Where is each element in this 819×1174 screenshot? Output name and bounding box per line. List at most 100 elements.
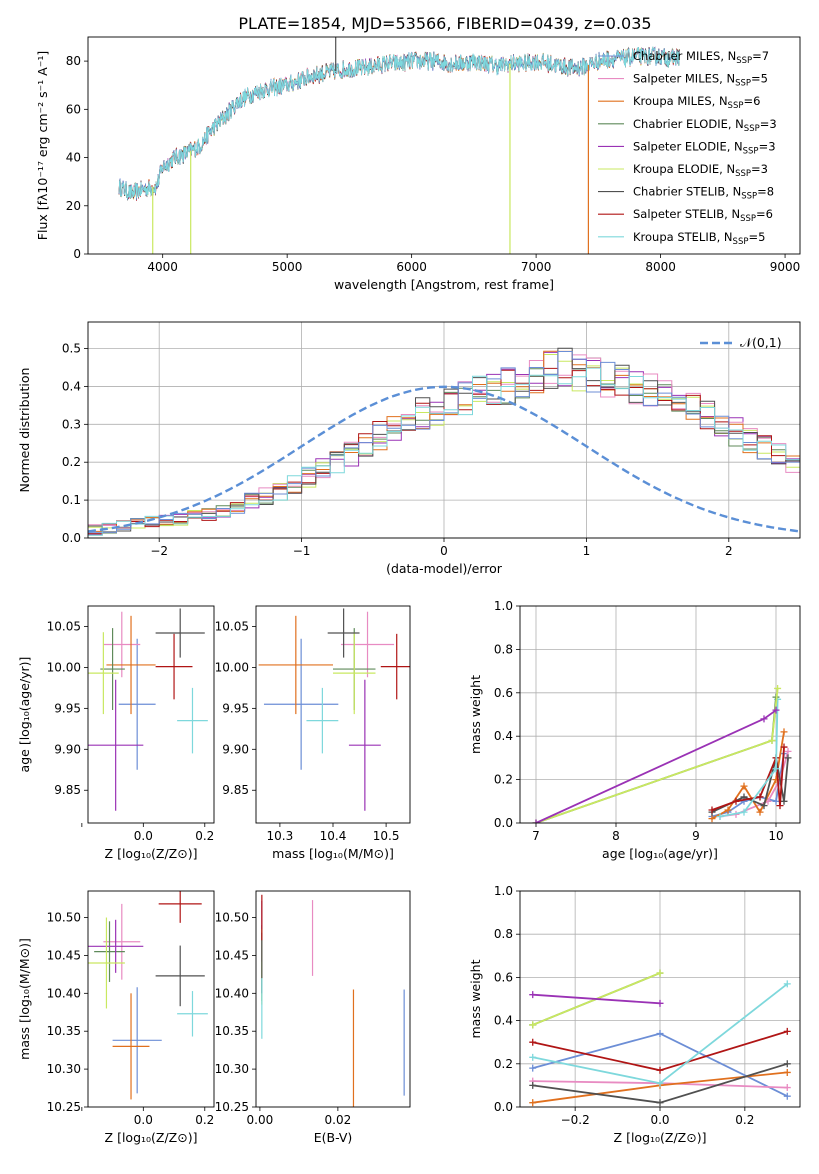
weight-marker — [784, 747, 792, 755]
weight-marker — [656, 1030, 664, 1038]
histogram-step — [88, 367, 800, 536]
panel-age-vs-Z: 0.0 0.2 9.85 9.90 9.95 10.00 10.05 Z [log₁₀(Z/Z… — [17, 605, 215, 861]
weight-marker — [772, 797, 780, 805]
y-tick-label: 0.1 — [62, 493, 81, 507]
x-tick-label: −0.2 — [561, 1113, 590, 1127]
x-tick-label: 10.3 — [267, 829, 294, 843]
x-axis-label: Z [log₁₀(Z/Z⊙)] — [614, 1130, 707, 1145]
y-tick-label: 40 — [66, 151, 81, 165]
weight-marker — [783, 1027, 791, 1035]
x-tick-label: 0 — [440, 544, 448, 558]
panel-spectrum: 4000 5000 6000 7000 8000 9000 0 20 40 60 80 wavelen… — [35, 36, 801, 292]
y-tick-label: 0.0 — [494, 816, 513, 830]
legend-label: Kroupa MILES, NSSP=6 — [633, 94, 760, 111]
x-tick-label: 0.2 — [735, 1113, 754, 1127]
panel-weight-vs-Z: −0.2 0.0 0.2 0.0 0.2 0.4 0.6 0.8 1.0 Z [log₁₀(Z/Z… — [468, 884, 801, 1145]
panel-mass-vs-EBV: 0.00 0.02 10.25 10.30 10.35 10.40 10.45 10.50 E(… — [215, 890, 411, 1145]
y-axis-label: Flux [fλ10⁻¹⁷ erg cm⁻² s⁻¹ A⁻¹] — [35, 51, 50, 240]
x-axis-label: age [log₁₀(age/yr)] — [602, 846, 718, 861]
x-tick-label: 8 — [612, 829, 620, 843]
x-tick-label: −1 — [293, 544, 311, 558]
weight-marker — [529, 1053, 537, 1061]
weight-marker — [656, 969, 664, 977]
y-tick-label: 10.30 — [215, 1062, 249, 1076]
weight-marker — [740, 782, 748, 790]
y-tick-label: 10.00 — [215, 660, 249, 674]
spectrum-line — [118, 46, 680, 200]
y-tick-label: 0.6 — [494, 686, 513, 700]
x-tick-label: 1 — [583, 544, 591, 558]
y-tick-label: 0.6 — [494, 970, 513, 984]
spectrum-line — [118, 46, 680, 201]
x-tick-label: 10 — [768, 829, 783, 843]
y-tick-label: 9.85 — [222, 783, 249, 797]
weight-marker — [708, 815, 716, 823]
y-axis-label: Normed distribution — [17, 368, 32, 493]
y-tick-label: 10.45 — [47, 948, 81, 962]
weight-marker — [656, 1066, 664, 1074]
legend-label: Chabrier MILES, NSSP=7 — [633, 49, 769, 66]
weight-marker — [768, 737, 776, 745]
y-tick-label: 0.0 — [62, 531, 81, 545]
weight-marker — [783, 1092, 791, 1100]
y-tick-label: 10.05 — [47, 619, 81, 633]
weight-marker — [740, 808, 748, 816]
y-tick-label: 0.2 — [494, 773, 513, 787]
legend-label: Salpeter ELODIE, NSSP=3 — [633, 139, 776, 156]
legend-label: Chabrier ELODIE, NSSP=3 — [633, 117, 777, 134]
histogram-step — [88, 357, 800, 536]
x-tick-label: 2 — [725, 544, 733, 558]
y-tick-label: 10.40 — [215, 986, 249, 1000]
y-tick-label: 1.0 — [494, 599, 513, 613]
y-tick-label: 10.25 — [215, 1100, 249, 1114]
weight-marker — [783, 1068, 791, 1076]
axes-frame — [519, 605, 801, 824]
histogram-step — [88, 347, 800, 533]
weight-marker — [529, 1064, 537, 1072]
y-axis-label: age [log₁₀(age/yr)] — [17, 657, 32, 773]
x-tick-label: 0.00 — [247, 1113, 274, 1127]
y-tick-label: 0.8 — [494, 642, 513, 656]
histogram-step — [88, 351, 800, 534]
y-tick-label: 0.2 — [494, 1057, 513, 1071]
y-tick-label: 0 — [73, 247, 81, 261]
y-tick-label: 0.2 — [62, 455, 81, 469]
axes-frame — [255, 605, 411, 824]
x-tick-label: 5000 — [272, 260, 303, 274]
y-tick-label: 9.95 — [54, 701, 81, 715]
plot-area — [88, 891, 208, 1100]
weight-marker — [780, 797, 788, 805]
weight-marker — [529, 991, 537, 999]
x-tick-label: 0.2 — [195, 829, 214, 843]
plot-area — [261, 894, 405, 1107]
weight-marker — [529, 1038, 537, 1046]
x-tick-label: 10.4 — [320, 829, 347, 843]
weight-marker — [656, 1099, 664, 1107]
x-tick-label: 0.0 — [650, 1113, 669, 1127]
weight-line — [711, 746, 785, 811]
legend: 𝒩(0,1) — [700, 335, 782, 350]
x-tick-label: 9000 — [770, 260, 801, 274]
panel-weight-vs-age: 7 8 9 10 0.0 0.2 0.4 0.6 0.8 1.0 age [log₁₀(age/yr… — [468, 599, 801, 861]
x-axis-label: (data-model)/error — [386, 561, 503, 576]
legend-label: Kroupa ELODIE, NSSP=3 — [633, 162, 768, 179]
x-tick-label: 7 — [532, 829, 540, 843]
weight-marker — [783, 1084, 791, 1092]
legend-label: 𝒩(0,1) — [740, 335, 782, 350]
weight-marker — [772, 765, 780, 773]
plot-area — [88, 347, 800, 536]
panel-mass-vs-Z: 0.0 0.2 10.25 10.30 10.35 10.40 10.45 10.50 Z [l… — [17, 890, 215, 1145]
spectrum-line — [118, 47, 680, 200]
histogram-step — [88, 354, 800, 529]
weight-marker — [532, 819, 540, 823]
x-axis-label: mass [log₁₀(M/M⊙)] — [272, 846, 394, 861]
y-tick-label: 9.90 — [54, 742, 81, 756]
weight-marker — [732, 797, 740, 805]
weight-marker — [716, 812, 724, 820]
axes-frame — [87, 605, 215, 824]
y-axis-label: mass weight — [468, 675, 483, 754]
spectrum-line — [118, 45, 680, 200]
weight-marker — [774, 684, 782, 692]
y-tick-label: 10.35 — [215, 1024, 249, 1038]
